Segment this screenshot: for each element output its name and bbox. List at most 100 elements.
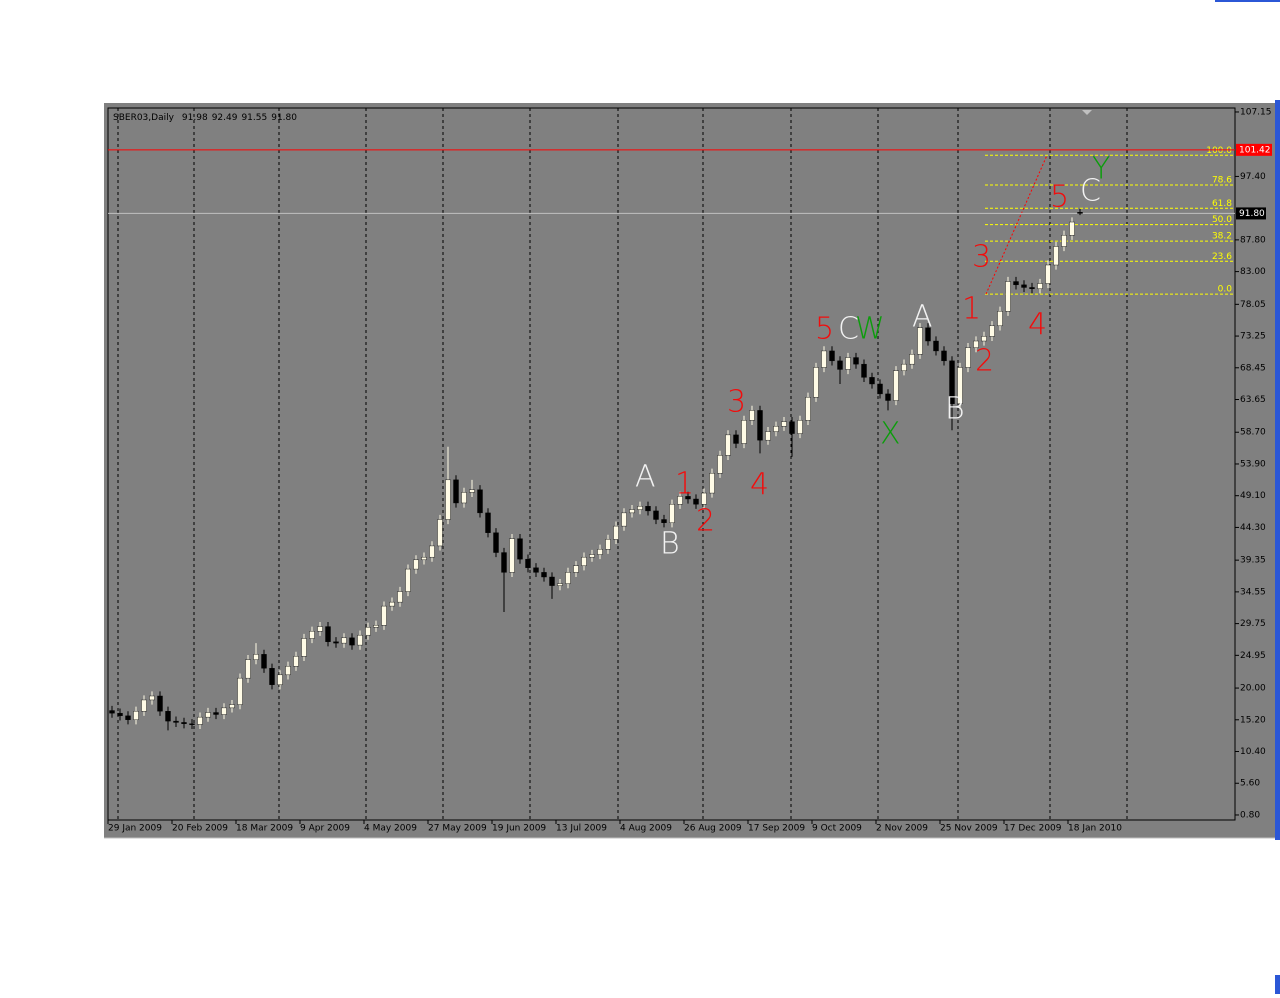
candle-body [773, 426, 779, 432]
x-tick-label: 18 Mar 2009 [236, 824, 293, 834]
candle-body [293, 656, 299, 667]
candle-body [277, 674, 283, 685]
candle-body [573, 565, 579, 573]
window-edge [1275, 100, 1280, 840]
candle-body [805, 397, 811, 421]
fib-label: 50.0 [1212, 215, 1232, 225]
candle-body [861, 363, 867, 378]
candle-body [301, 638, 307, 657]
candle-body [541, 572, 547, 578]
y-tick-label: 44.30 [1240, 523, 1266, 533]
x-tick-label: 27 May 2009 [428, 824, 487, 834]
candle-body [581, 556, 587, 566]
fib-label: 38.2 [1212, 232, 1232, 242]
candle-body [213, 712, 219, 715]
y-tick-label: 49.10 [1240, 491, 1266, 501]
y-tick-label: 83.00 [1240, 267, 1266, 277]
candle-body [757, 410, 763, 441]
candle-body [1061, 235, 1067, 247]
fib-label: 61.8 [1212, 199, 1232, 209]
candle-body [453, 479, 459, 504]
alert-label: 101.42 [1239, 145, 1271, 155]
candle-body [157, 695, 163, 712]
annotation: 1 [962, 292, 981, 327]
candle-body [229, 704, 235, 709]
candle-body [621, 512, 627, 527]
x-tick-label: 29 Jan 2009 [108, 824, 162, 834]
candle-body [589, 554, 595, 558]
candle-body [821, 350, 827, 368]
candle-body [317, 626, 323, 632]
annotation: 4 [1028, 308, 1047, 343]
candle-body [429, 545, 435, 558]
candle-body [901, 363, 907, 371]
y-tick-label: 73.25 [1240, 332, 1266, 342]
x-tick-label: 26 Aug 2009 [684, 824, 742, 834]
candle-body [517, 538, 523, 560]
candle-body [181, 722, 187, 724]
candle-body [813, 367, 819, 398]
candle-body [197, 716, 203, 725]
candle-body [933, 340, 939, 352]
x-tick-label: 2 Nov 2009 [876, 824, 928, 834]
fib-label: 100.0 [1206, 146, 1232, 156]
window-edge [1215, 0, 1280, 2]
y-tick-label: 63.65 [1240, 395, 1266, 405]
ohlc-open: 91.98 [182, 113, 208, 123]
y-tick-label: 58.70 [1240, 428, 1266, 438]
candle-body [389, 601, 395, 607]
candle-body [869, 377, 875, 385]
candle-body [549, 576, 555, 586]
candle-body [845, 357, 851, 370]
x-tick-label: 17 Sep 2009 [748, 824, 805, 834]
candle-body [373, 625, 379, 628]
plot-area [107, 107, 1236, 821]
candle-body [525, 558, 531, 568]
candle-body [733, 434, 739, 444]
annotation: 3 [727, 385, 746, 420]
annotation: 5 [815, 312, 834, 347]
candle-body [149, 695, 155, 701]
candle-body [1053, 246, 1059, 266]
candle-body [165, 710, 171, 722]
y-tick-label: 5.60 [1240, 779, 1260, 789]
candle-body [597, 549, 603, 555]
candle-body [1069, 221, 1075, 236]
fib-trendline [985, 155, 1048, 295]
candle-body [189, 723, 195, 725]
candle-body [997, 311, 1003, 327]
annotation: A [912, 300, 933, 335]
candle-body [789, 421, 795, 434]
symbol: SBER03,Daily [113, 113, 175, 123]
candle-body [941, 350, 947, 362]
candle-body [269, 668, 275, 685]
candle-body [645, 506, 651, 512]
candle-body [629, 509, 635, 514]
y-tick-label: 24.95 [1240, 651, 1266, 661]
candle-body [365, 627, 371, 636]
annotation: A [635, 460, 656, 495]
x-tick-label: 13 Jul 2009 [556, 824, 607, 834]
candle-body [349, 637, 355, 646]
x-tick-label: 9 Apr 2009 [300, 824, 350, 834]
ohlc-close: 91.80 [271, 113, 297, 123]
candle-body [837, 360, 843, 370]
candle-body [957, 367, 963, 405]
annotation: 5 [1050, 180, 1069, 215]
candle-body [653, 510, 659, 520]
candle-body [1045, 264, 1051, 284]
candle-body [109, 710, 115, 714]
annotation: X [880, 417, 901, 452]
candle-body [477, 489, 483, 514]
candle-body [141, 699, 147, 712]
candle-body [285, 666, 291, 676]
candle-body [341, 637, 347, 644]
chart-title: SBER03,Daily 91.98 92.49 91.55 91.80 [113, 113, 297, 123]
candle-body [565, 572, 571, 584]
candle-body [469, 489, 475, 493]
candle-body [765, 431, 771, 441]
candle-body [637, 506, 643, 510]
x-tick-label: 9 Oct 2009 [812, 824, 862, 834]
candle-body [397, 591, 403, 603]
candle-body [405, 568, 411, 592]
